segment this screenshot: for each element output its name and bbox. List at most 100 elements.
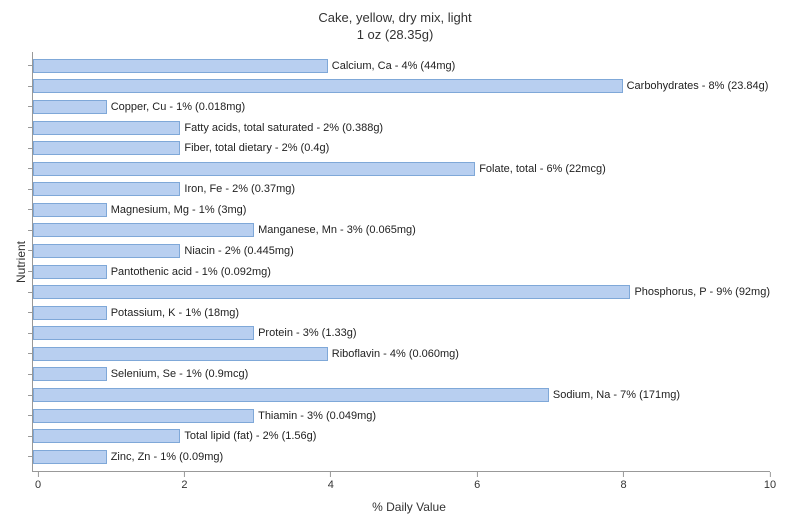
bar-label: Manganese, Mn - 3% (0.065mg) [258,224,416,236]
x-tick: 4 [328,472,334,491]
x-axis: 0246810 [38,472,770,498]
x-tick-line [623,472,624,477]
bar-row: Potassium, K - 1% (18mg) [33,305,770,321]
bar-row: Protein - 3% (1.33g) [33,325,770,341]
bar-label: Total lipid (fat) - 2% (1.56g) [184,430,316,442]
y-tick-mark [28,230,33,231]
y-tick-mark [28,86,33,87]
bar [33,162,475,176]
bar-label: Sodium, Na - 7% (171mg) [553,389,680,401]
y-tick-mark [28,189,33,190]
bar [33,367,107,381]
y-tick-mark [28,250,33,251]
chart-title: Cake, yellow, dry mix, light 1 oz (28.35… [10,10,780,44]
bar-label: Phosphorus, P - 9% (92mg) [634,286,770,298]
x-tick-line [770,472,771,477]
plot-area: Calcium, Ca - 4% (44mg) Carbohydrates - 8… [32,52,770,472]
bar-label: Iron, Fe - 2% (0.37mg) [184,183,295,195]
x-tick: 8 [621,472,627,491]
bar [33,203,107,217]
y-tick-mark [28,353,33,354]
y-tick-mark [28,415,33,416]
bar [33,59,328,73]
bar [33,79,623,93]
bar-row: Manganese, Mn - 3% (0.065mg) [33,222,770,238]
bar [33,326,254,340]
x-tick: 6 [474,472,480,491]
bar-label: Copper, Cu - 1% (0.018mg) [111,101,246,113]
x-tick-label: 8 [621,479,627,491]
x-tick: 2 [181,472,187,491]
bar-row: Iron, Fe - 2% (0.37mg) [33,181,770,197]
bar [33,409,254,423]
bar [33,100,107,114]
bar [33,347,328,361]
x-tick: 0 [35,472,41,491]
bar-row: Folate, total - 6% (22mcg) [33,161,770,177]
bar-label: Fiber, total dietary - 2% (0.4g) [184,142,329,154]
y-tick-mark [28,127,33,128]
y-tick-mark [28,168,33,169]
bar-row: Zinc, Zn - 1% (0.09mg) [33,449,770,465]
chart-container: Cake, yellow, dry mix, light 1 oz (28.35… [0,0,800,500]
y-tick-mark [28,106,33,107]
bar-label: Thiamin - 3% (0.049mg) [258,410,376,422]
bar-row: Fiber, total dietary - 2% (0.4g) [33,140,770,156]
x-tick-label: 10 [764,479,776,491]
y-tick-mark [28,333,33,334]
bar-row: Selenium, Se - 1% (0.9mcg) [33,366,770,382]
bar-label: Calcium, Ca - 4% (44mg) [332,60,455,72]
bar-row: Phosphorus, P - 9% (92mg) [33,284,770,300]
y-tick-mark [28,395,33,396]
x-tick-label: 6 [474,479,480,491]
bar-label: Carbohydrates - 8% (23.84g) [627,80,769,92]
bar [33,121,180,135]
x-tick-line [477,472,478,477]
bar-row: Calcium, Ca - 4% (44mg) [33,58,770,74]
bar-label: Potassium, K - 1% (18mg) [111,307,239,319]
bar-label: Folate, total - 6% (22mcg) [479,163,606,175]
y-tick-mark [28,456,33,457]
bar [33,141,180,155]
title-line1: Cake, yellow, dry mix, light [10,10,780,27]
bar-label: Fatty acids, total saturated - 2% (0.388… [184,122,383,134]
bar [33,285,630,299]
bar-label: Riboflavin - 4% (0.060mg) [332,348,459,360]
bar-row: Carbohydrates - 8% (23.84g) [33,78,770,94]
y-tick-mark [28,148,33,149]
bar [33,223,254,237]
bar-row: Niacin - 2% (0.445mg) [33,243,770,259]
bar-row: Thiamin - 3% (0.049mg) [33,408,770,424]
x-tick-line [184,472,185,477]
x-tick-label: 4 [328,479,334,491]
y-tick-mark [28,312,33,313]
bar [33,244,180,258]
x-tick: 10 [764,472,776,491]
bar [33,265,107,279]
bar-row: Sodium, Na - 7% (171mg) [33,387,770,403]
bar-label: Niacin - 2% (0.445mg) [184,245,293,257]
x-tick-label: 2 [181,479,187,491]
y-tick-mark [28,209,33,210]
bars-group: Calcium, Ca - 4% (44mg) Carbohydrates - 8… [33,58,770,465]
bar [33,450,107,464]
bar-row: Fatty acids, total saturated - 2% (0.388… [33,120,770,136]
bar-row: Riboflavin - 4% (0.060mg) [33,346,770,362]
bar [33,182,180,196]
y-tick-mark [28,271,33,272]
bar-label: Zinc, Zn - 1% (0.09mg) [111,451,223,463]
bar-label: Magnesium, Mg - 1% (3mg) [111,204,247,216]
bar [33,429,180,443]
x-tick-line [38,472,39,477]
y-tick-mark [28,374,33,375]
x-tick-line [330,472,331,477]
x-tick-label: 0 [35,479,41,491]
y-tick-mark [28,65,33,66]
bar-row: Magnesium, Mg - 1% (3mg) [33,202,770,218]
bar [33,388,549,402]
bar-row: Pantothenic acid - 1% (0.092mg) [33,264,770,280]
plot-area-wrap: Nutrient Calcium, Ca - 4% (44mg) Carbohyd… [10,52,780,472]
x-axis-label: % Daily Value [38,500,780,514]
y-axis-label: Nutrient [10,52,32,472]
bar [33,306,107,320]
